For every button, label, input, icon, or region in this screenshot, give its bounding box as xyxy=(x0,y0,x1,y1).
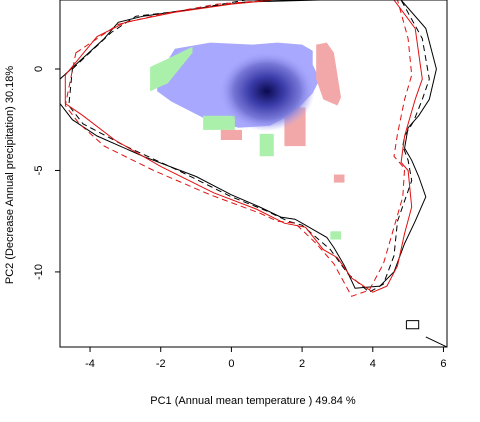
x-tick-label: 6 xyxy=(440,358,446,370)
y-tick-label: -5 xyxy=(33,166,45,176)
y-axis: 0 -5 -10 xyxy=(33,66,60,280)
x-tick-label: -4 xyxy=(85,358,95,370)
envelope-island-1 xyxy=(425,336,447,347)
envelope-island-0 xyxy=(405,320,420,330)
y-axis-label: PC2 (Decrease Annual precipitation) 30.1… xyxy=(4,66,16,285)
density-region-1 xyxy=(150,46,193,92)
y-tick-label: -10 xyxy=(33,264,45,280)
density-region-6 xyxy=(333,174,345,183)
plot-frame xyxy=(59,0,448,348)
x-tick-label: 0 xyxy=(228,358,234,370)
density-region-2 xyxy=(316,42,341,106)
envelope-curves xyxy=(60,0,447,347)
x-tick-label: -2 xyxy=(156,358,166,370)
x-axis: -4 -2 0 2 4 6 xyxy=(85,347,447,370)
x-tick-label: 2 xyxy=(299,358,305,370)
density-peak xyxy=(218,51,315,132)
envelope-line-1 xyxy=(68,0,430,293)
y-tick-label: 0 xyxy=(33,66,45,72)
density-layer xyxy=(150,42,345,240)
density-region-8 xyxy=(220,129,242,140)
density-region-5 xyxy=(259,133,274,157)
density-region-4 xyxy=(203,115,235,130)
x-tick-label: 4 xyxy=(370,358,376,370)
x-axis-label: PC1 (Annual mean temperature ) 49.84 % xyxy=(150,395,356,407)
density-region-7 xyxy=(330,231,341,240)
envelope-line-0 xyxy=(60,0,437,289)
